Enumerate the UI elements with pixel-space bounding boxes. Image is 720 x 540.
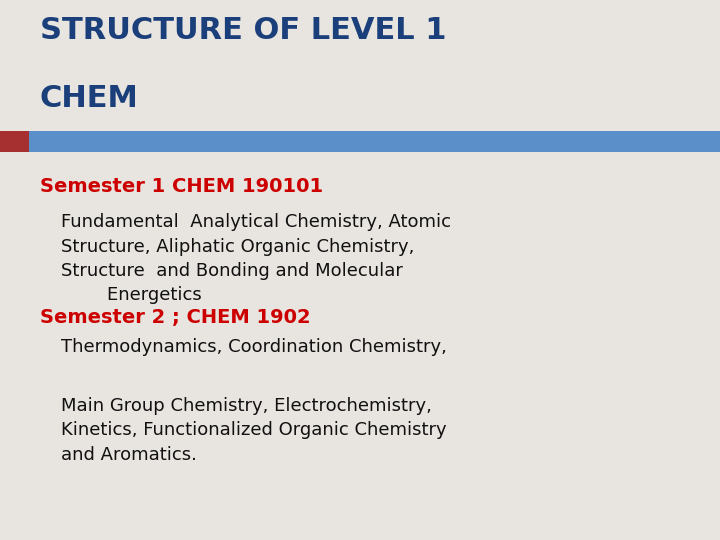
Bar [0, 131, 29, 152]
Text: Fundamental  Analytical Chemistry, Atomic
Structure, Aliphatic Organic Chemistry: Fundamental Analytical Chemistry, Atomic… [61, 213, 451, 304]
Bar [0, 131, 720, 152]
Text: CHEM: CHEM [40, 84, 138, 113]
Text: STRUCTURE OF LEVEL 1: STRUCTURE OF LEVEL 1 [40, 16, 446, 45]
Text: Thermodynamics, Coordination Chemistry,: Thermodynamics, Coordination Chemistry, [61, 338, 447, 355]
Text: Main Group Chemistry, Electrochemistry,
Kinetics, Functionalized Organic Chemist: Main Group Chemistry, Electrochemistry, … [61, 397, 447, 463]
Text: Semester 1 CHEM 190101: Semester 1 CHEM 190101 [40, 177, 323, 196]
Text: Semester 2 ; CHEM 1902: Semester 2 ; CHEM 1902 [40, 308, 310, 327]
